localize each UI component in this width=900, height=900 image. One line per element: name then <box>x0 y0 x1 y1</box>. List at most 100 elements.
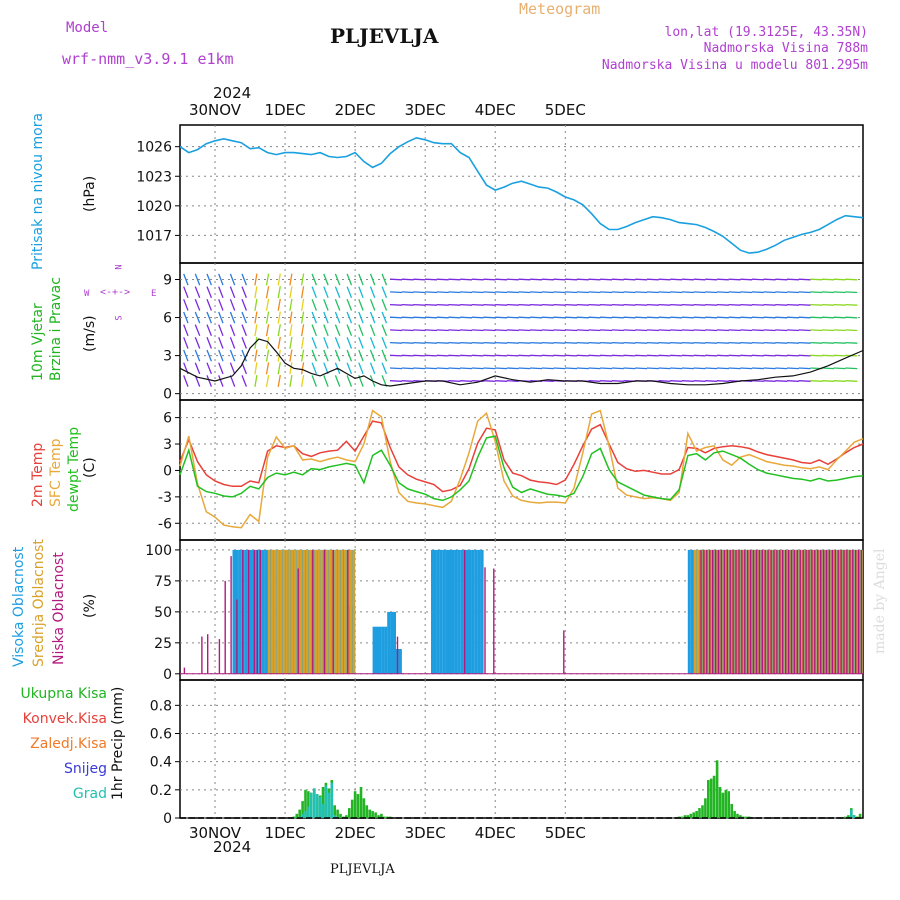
compass-w-label: W <box>84 289 90 299</box>
cloud-low-bar <box>563 630 565 674</box>
wind-arrow <box>518 291 531 294</box>
precip-total-bar <box>321 787 325 818</box>
wind-arrow <box>413 354 426 357</box>
wind-arrow <box>334 324 341 337</box>
wind-arrow <box>833 329 846 332</box>
wind-arrow <box>300 286 305 299</box>
cloud-mid-label: Srednja Oblacnost <box>31 539 47 667</box>
wind-arrow <box>798 341 811 344</box>
precip-total-bar <box>707 780 710 818</box>
wind-arrow <box>265 349 270 362</box>
wind-arrow <box>311 349 318 362</box>
cloud-low-bar <box>820 549 822 674</box>
wind-arrow <box>845 316 858 319</box>
cloud-high-bar <box>454 549 458 674</box>
wind-arrow <box>810 291 823 294</box>
wind-arrow <box>775 354 788 357</box>
cloud-mid-bar <box>326 549 329 674</box>
wind-arrow <box>751 380 764 382</box>
wind-arrow <box>716 341 729 344</box>
cloud-low-bar <box>706 549 708 674</box>
cloud-low-bar <box>799 549 801 674</box>
wind-arrow <box>751 367 764 370</box>
cloud-mid-bar <box>343 549 347 674</box>
temp-dewpt-label: dewpt Temp <box>66 426 82 512</box>
wind-arrow <box>206 349 213 362</box>
wind-arrow <box>658 341 671 344</box>
wind-arrow <box>311 273 318 286</box>
wind-arrow <box>576 367 589 370</box>
wind-arrow <box>646 278 659 281</box>
wind-arrow <box>183 299 189 311</box>
cloud-low-bar <box>773 549 775 674</box>
precip-total-bar <box>858 813 862 818</box>
wind-arrow <box>194 337 201 349</box>
wind-arrow <box>693 341 706 344</box>
cloud-high-bar <box>468 549 472 674</box>
cloud-low-bar <box>332 549 334 674</box>
compass-e-label: E <box>151 289 157 299</box>
cloud-low-bar <box>837 549 839 674</box>
wind-arrow <box>389 278 403 281</box>
wind-arrow <box>346 349 353 362</box>
precip-total-bar <box>362 798 366 818</box>
wind-arrow <box>323 311 329 324</box>
wind-arrow <box>670 341 683 344</box>
cloud-mid-bar <box>314 549 317 674</box>
wind-arrow <box>448 380 461 382</box>
cloud-high-bar <box>448 549 452 674</box>
wind-arrow <box>810 316 823 319</box>
wind-arrow <box>218 311 224 324</box>
wind-arrow <box>611 303 624 306</box>
wind-arrow <box>254 298 258 311</box>
cloud-low-bar <box>825 549 828 674</box>
wind-arrow <box>206 273 213 286</box>
wind-arrow <box>681 367 694 370</box>
wind-arrow <box>821 291 835 294</box>
wind-arrow <box>786 380 799 382</box>
wind-arrow <box>277 298 281 311</box>
cloud-low-bar <box>782 549 784 674</box>
wind-arrow <box>254 273 258 286</box>
wind-arrow <box>751 341 764 344</box>
cloud-axis-unit: (%) <box>82 593 98 618</box>
cloud-mid-bar <box>302 549 306 674</box>
y-tick-label: 3 <box>163 349 172 365</box>
y-tick-label: -6 <box>158 516 172 532</box>
cloud-low-bar <box>297 568 299 674</box>
precip-total-bar <box>844 816 847 818</box>
wind-arrow <box>611 291 624 294</box>
wind-arrow <box>401 303 414 306</box>
wind-arrow <box>518 329 531 332</box>
wind-arrow <box>845 367 858 370</box>
cloud-low-bar <box>817 549 819 674</box>
wind-arrow <box>265 286 270 299</box>
wind-arrow <box>471 329 484 332</box>
cloud-high-bar <box>687 549 691 674</box>
wind-arrow <box>763 316 776 319</box>
cloud-low-bar <box>236 599 238 674</box>
wind-arrow <box>277 286 281 299</box>
cloud-high-bar <box>439 549 443 674</box>
wind-arrow <box>358 362 364 375</box>
wind-arrow <box>693 329 706 332</box>
wind-arrow <box>553 303 566 306</box>
wind-arrow <box>646 329 659 332</box>
wind-arrow <box>218 362 224 375</box>
wind-arrow <box>229 375 236 387</box>
cloud-low-bar <box>732 549 734 674</box>
precip-total-bar <box>368 809 371 818</box>
wind-arrow <box>623 341 636 344</box>
wind-arrow <box>495 341 508 344</box>
wind-arrow <box>401 316 414 319</box>
wind-arrow <box>553 278 566 281</box>
wind-arrow <box>448 329 461 332</box>
wind-arrow <box>241 349 248 362</box>
wind-arrow <box>460 367 473 370</box>
wind-arrow <box>389 341 403 344</box>
cloud-low-bar <box>201 636 203 674</box>
wind-arrow <box>740 291 753 294</box>
wind-arrow <box>358 299 364 311</box>
wind-arrow <box>289 374 293 388</box>
wind-arrow <box>277 362 281 375</box>
